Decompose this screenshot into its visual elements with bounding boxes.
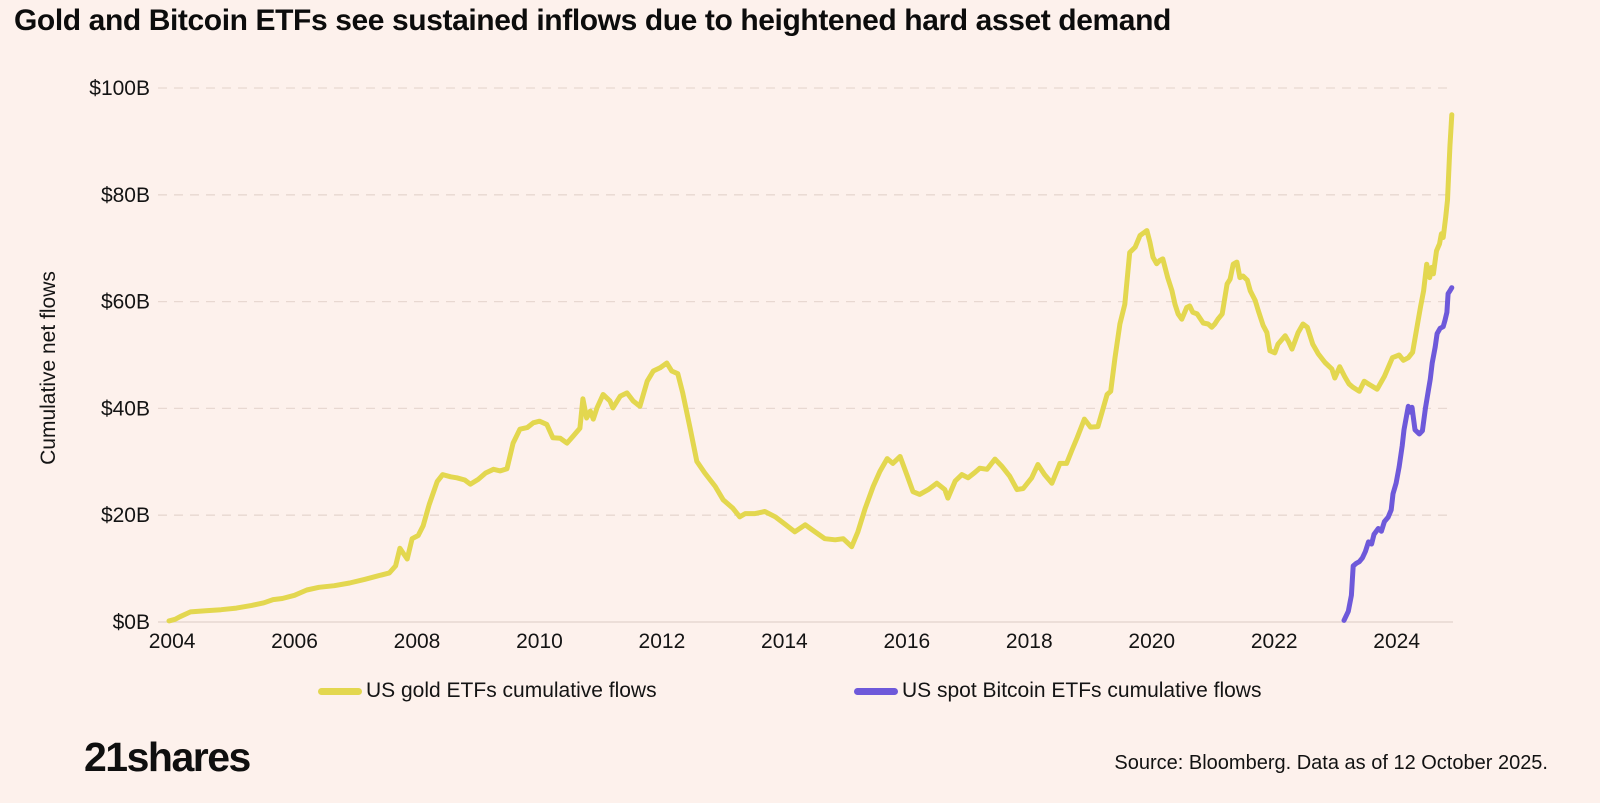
gold-flows-line (166, 112, 1455, 624)
company-logo: 21shares (84, 734, 251, 780)
y-tick-label: $60B (101, 291, 150, 314)
x-tick-label: 2012 (639, 630, 686, 653)
legend-item-gold: US gold ETFs cumulative flows (318, 676, 657, 706)
y-tick-label: $100B (89, 77, 150, 100)
y-tick-label: $40B (101, 397, 150, 420)
x-tick-label: 2018 (1006, 630, 1053, 653)
y-tick-label: $0B (113, 611, 150, 634)
x-tick-label: 2014 (761, 630, 808, 653)
x-tick-label: 2006 (271, 630, 318, 653)
gold-line-swatch-icon (318, 687, 362, 695)
x-tick-label: 2020 (1128, 630, 1175, 653)
source-note: Source: Bloomberg. Data as of 12 October… (1114, 752, 1548, 774)
y-tick-label: $80B (101, 184, 150, 207)
chart-title: Gold and Bitcoin ETFs see sustained infl… (14, 4, 1171, 37)
legend-label-gold: US gold ETFs cumulative flows (366, 679, 657, 702)
legend: US gold ETFs cumulative flows US spot Bi… (0, 676, 1600, 706)
x-tick-label: 2024 (1373, 630, 1420, 653)
x-tick-label: 2016 (883, 630, 930, 653)
x-tick-label: 2022 (1251, 630, 1298, 653)
legend-label-bitcoin: US spot Bitcoin ETFs cumulative flows (902, 679, 1262, 702)
bitcoin-flows-line (1341, 285, 1455, 623)
legend-item-bitcoin: US spot Bitcoin ETFs cumulative flows (854, 676, 1261, 706)
x-tick-label: 2004 (149, 630, 196, 653)
x-tick-label: 2010 (516, 630, 563, 653)
y-tick-label: $20B (101, 504, 150, 527)
x-tick-label: 2008 (394, 630, 441, 653)
bitcoin-line-swatch-icon (854, 687, 898, 695)
